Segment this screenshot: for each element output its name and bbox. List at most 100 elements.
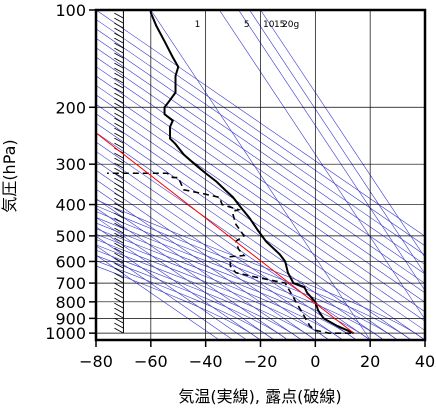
dry-adiabat	[96, 179, 330, 340]
dry-adiabat	[96, 141, 385, 340]
dry-adiabat	[96, 19, 425, 247]
wind-barb	[114, 272, 124, 279]
wind-barb	[114, 52, 124, 59]
x-axis-label: 気温(実線), 露点(破線)	[178, 387, 341, 406]
y-tick-label: 100	[55, 1, 86, 20]
wind-barb	[114, 322, 124, 329]
wind-barb	[114, 262, 124, 269]
wind-barb	[114, 47, 124, 54]
wind-barb	[114, 217, 124, 224]
y-axis-label: 気圧(hPa)	[0, 139, 19, 212]
dry-adiabat	[96, 113, 425, 340]
y-tick-label: 1000	[45, 324, 86, 343]
wind-barb	[114, 277, 124, 284]
x-tick-label: −80	[79, 352, 113, 371]
wind-barb	[114, 42, 124, 49]
wind-barb	[114, 182, 124, 189]
x-tick-label: −60	[134, 352, 168, 371]
moist-adiabat	[96, 199, 425, 340]
wind-barb	[114, 197, 124, 204]
dry-adiabat	[96, 85, 425, 313]
wind-barb	[114, 97, 124, 104]
mixing-ratio-label: 5	[244, 20, 250, 30]
wind-barb	[114, 62, 124, 69]
wind-barb	[114, 77, 124, 84]
wind-barb	[114, 302, 124, 309]
mixing-ratio-label: 20g	[282, 20, 299, 30]
wind-barb	[114, 37, 124, 44]
wind-barb	[114, 257, 124, 264]
adiabat-lines	[96, 10, 425, 340]
dry-adiabat	[96, 28, 425, 256]
wind-barb	[114, 292, 124, 299]
mixing-ratio-label: 15	[274, 20, 285, 30]
wind-barb	[114, 327, 124, 334]
wind-barb	[114, 297, 124, 304]
temperature-line	[149, 10, 355, 335]
dry-adiabat	[96, 198, 302, 340]
wind-barb	[114, 132, 124, 139]
wind-barb	[114, 137, 124, 144]
wind-barb	[114, 162, 124, 169]
wind-barb	[114, 167, 124, 174]
wind-barb	[114, 17, 124, 24]
wind-barb	[114, 107, 124, 114]
dry-adiabat	[96, 94, 425, 322]
wind-barb	[114, 67, 124, 74]
wind-barb	[114, 247, 124, 254]
x-tick-label: 0	[310, 352, 320, 371]
dry-adiabat	[96, 254, 220, 340]
y-tick-label: 600	[55, 252, 86, 271]
wind-barb	[114, 102, 124, 109]
wind-barb	[114, 57, 124, 64]
dry-adiabat	[96, 56, 425, 284]
wind-barb	[114, 252, 124, 259]
wind-barb	[114, 222, 124, 229]
dry-adiabat	[96, 10, 425, 237]
dry-adiabat	[96, 235, 247, 340]
dry-adiabat	[96, 66, 425, 294]
wind-barb	[114, 237, 124, 244]
wind-barb	[114, 187, 124, 194]
y-tick-label: 800	[55, 293, 86, 312]
mixing-ratio-line	[219, 10, 425, 320]
dry-adiabat	[96, 75, 425, 303]
grid-lines	[96, 10, 425, 340]
dry-adiabat	[96, 188, 316, 340]
wind-barb	[114, 117, 124, 124]
wind-barb	[114, 87, 124, 94]
y-tick-label: 900	[55, 309, 86, 328]
wind-barb	[114, 82, 124, 89]
dry-adiabat	[96, 217, 275, 340]
wind-barb	[114, 27, 124, 34]
dry-adiabat	[96, 169, 343, 340]
sounding-series	[96, 10, 355, 335]
moist-adiabat	[96, 216, 385, 340]
moist-adiabat	[96, 228, 357, 340]
dry-adiabat	[96, 103, 425, 331]
dry-adiabat	[96, 160, 357, 340]
wind-barb	[114, 122, 124, 129]
wind-barb	[114, 22, 124, 29]
wind-barb	[114, 92, 124, 99]
dry-adiabat	[96, 207, 289, 340]
wind-barb	[114, 127, 124, 134]
dry-adiabat	[96, 47, 425, 275]
x-tick-label: 40	[415, 352, 435, 371]
wind-barb	[114, 72, 124, 79]
wind-barb	[114, 227, 124, 234]
wind-barb	[114, 207, 124, 214]
mixing-ratio-label: 10	[263, 20, 275, 30]
wind-barb	[114, 242, 124, 249]
x-tick-label: −20	[244, 352, 278, 371]
moist-adiabat	[96, 249, 302, 340]
wind-barb	[114, 152, 124, 159]
wind-barb	[114, 267, 124, 274]
y-tick-label: 200	[55, 98, 86, 117]
wind-barb	[114, 287, 124, 294]
wind-barb	[114, 232, 124, 239]
moist-adiabat	[96, 255, 289, 340]
parcel-line	[96, 132, 355, 334]
